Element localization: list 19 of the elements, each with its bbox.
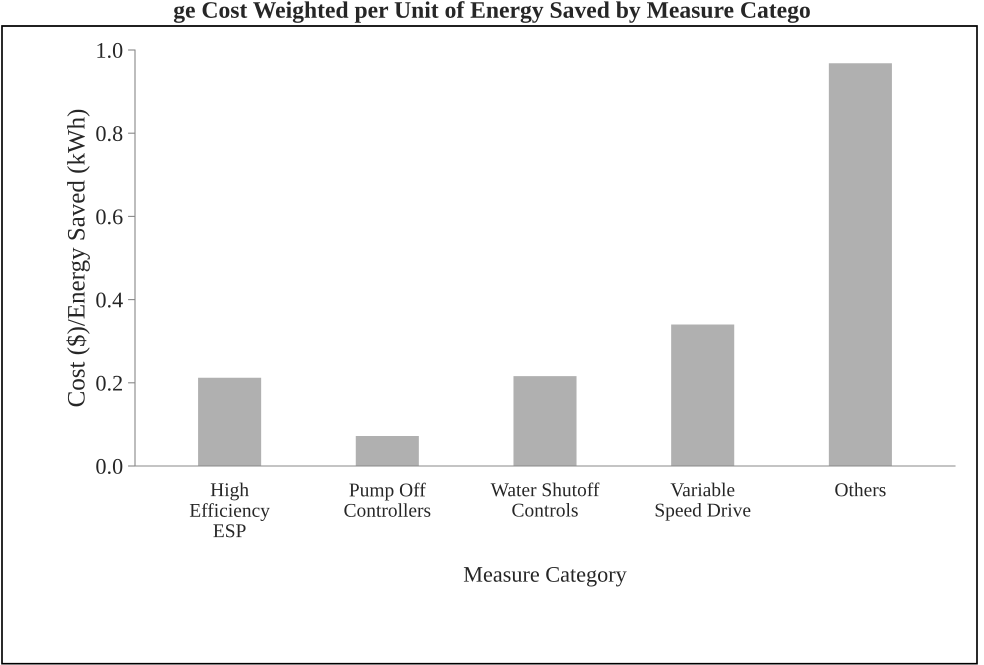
x-tick-label: Others (835, 482, 886, 496)
chart-title: ge Cost Weighted per Unit of Energy Saved by Measure Catego (174, 1, 810, 23)
bar (513, 376, 577, 466)
x-tick-label: High Efficiency ESP (190, 482, 270, 538)
y-tick-label: 0.8 (96, 126, 122, 142)
bar (828, 63, 892, 466)
y-tick-label: 1.0 (97, 42, 122, 58)
x-tick-label: Water Shutoff Controls (490, 482, 600, 517)
y-tick-label: 0.2 (96, 376, 122, 391)
x-tick-label: Pump Off Controllers (344, 482, 430, 517)
bar (198, 378, 262, 466)
y-tick-label: 0.0 (96, 458, 122, 474)
y-axis-title: Cost ($)/Energy Saved (kWh) (66, 110, 90, 406)
bar (671, 324, 734, 466)
y-tick-label: 0.4 (96, 292, 123, 308)
x-axis-title: Measure Category (464, 566, 627, 586)
bar (356, 436, 419, 466)
y-tick-label: 0.6 (96, 209, 123, 224)
x-tick-label: Variable Speed Drive (656, 482, 750, 521)
